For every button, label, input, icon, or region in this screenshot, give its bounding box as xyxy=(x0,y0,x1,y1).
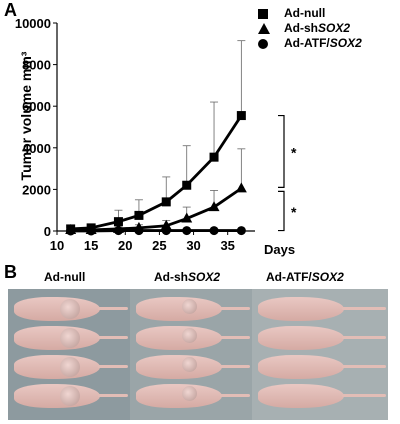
square-marker-icon xyxy=(258,8,268,19)
mouse-tail xyxy=(220,307,250,310)
tumor-mass xyxy=(60,386,80,406)
mouse-figure xyxy=(136,326,222,350)
data-point-circle xyxy=(66,226,76,236)
mouse-figure xyxy=(14,384,100,408)
data-point-square xyxy=(182,180,192,190)
significance-asterisk: * xyxy=(291,144,297,160)
mouse-tail xyxy=(98,394,128,397)
photo-label-ad-shsox2: Ad-shSOX2 xyxy=(154,270,220,284)
mouse-tail xyxy=(220,394,250,397)
legend-label-italic: SOX2 xyxy=(329,36,362,50)
tumor-mass xyxy=(60,357,80,377)
mouse-tail xyxy=(342,336,386,339)
mouse-tail xyxy=(220,336,250,339)
legend-label: Ad-null xyxy=(284,6,326,20)
mouse-figure xyxy=(258,326,344,350)
panel-b-label: B xyxy=(4,262,17,282)
data-point-square xyxy=(134,210,144,220)
data-point-circle xyxy=(209,226,219,236)
y-tick-label: 6000 xyxy=(22,99,51,114)
data-point-triangle xyxy=(181,212,193,223)
x-tick-label: 20 xyxy=(118,238,132,253)
photo-label-text: Ad-null xyxy=(44,270,86,284)
x-tick-label: 35 xyxy=(220,238,234,253)
mouse-tail xyxy=(342,307,386,310)
data-point-square xyxy=(161,197,171,207)
legend-label: Ad-ATF/ xyxy=(284,36,330,50)
tumor-mass xyxy=(182,299,197,314)
panel-a-label: A xyxy=(4,0,17,20)
significance-bracket xyxy=(278,114,285,188)
x-tick-label: 25 xyxy=(152,238,166,253)
significance-asterisk: * xyxy=(291,204,297,220)
y-axis-label: Tumor volume mm³ xyxy=(18,51,34,181)
data-point-circle xyxy=(134,226,144,236)
mouse-tail xyxy=(98,336,128,339)
data-point-square xyxy=(113,217,123,227)
data-point-square xyxy=(236,111,246,121)
photo-label-ad-null: Ad-null xyxy=(44,270,85,284)
tumor-mass xyxy=(182,386,197,401)
x-tick-label: 30 xyxy=(186,238,200,253)
y-tick-label: 4000 xyxy=(22,141,51,156)
y-tick-label: 10000 xyxy=(15,16,51,31)
legend-entry-ad-atf-sox2: Ad-ATF/SOX2 xyxy=(258,36,362,51)
mouse-figure xyxy=(258,384,344,408)
y-tick-label: 8000 xyxy=(22,58,51,73)
x-tick-label: 10 xyxy=(50,238,64,253)
legend-entry-ad-shsox2: Ad-sh SOX2 xyxy=(258,21,362,36)
data-point-circle xyxy=(161,226,171,236)
photo-label-ad-atf-sox2: Ad-ATF/SOX2 xyxy=(266,270,344,284)
tumor-volume-chart: 0 2000 4000 6000 8000 10000 10 15 20 25 30 35 * * xyxy=(15,16,297,253)
mouse-figure xyxy=(136,297,222,321)
y-tick-label: 0 xyxy=(44,224,51,239)
mouse-figure xyxy=(258,297,344,321)
x-axis-label: Days xyxy=(264,242,296,257)
mouse-tail xyxy=(342,394,386,397)
data-point-triangle xyxy=(235,182,247,193)
mice-photograph xyxy=(8,289,388,420)
mouse-tail xyxy=(342,365,386,368)
data-point-circle xyxy=(182,226,192,236)
tumor-mass xyxy=(60,299,80,319)
mouse-tail xyxy=(220,365,250,368)
tumor-mass xyxy=(182,357,197,372)
tumor-mass xyxy=(182,328,197,343)
legend-entry-ad-null: Ad-null xyxy=(258,6,362,21)
chart-legend: Ad-null Ad-sh SOX2 Ad-ATF/SOX2 xyxy=(258,6,362,51)
mouse-figure xyxy=(14,297,100,321)
x-tick-label: 15 xyxy=(84,238,98,253)
mouse-figure xyxy=(14,355,100,379)
legend-label: Ad-sh xyxy=(284,21,318,35)
triangle-marker-icon xyxy=(258,23,270,34)
mouse-figure xyxy=(258,355,344,379)
mouse-figure xyxy=(136,384,222,408)
photo-label-italic: SOX2 xyxy=(311,270,344,284)
data-point-circle xyxy=(86,226,96,236)
photo-label-text: Ad-ATF/ xyxy=(266,270,312,284)
tumor-mass xyxy=(60,328,80,348)
circle-marker-icon xyxy=(258,38,268,49)
mouse-figure xyxy=(14,326,100,350)
photo-label-italic: SOX2 xyxy=(188,270,221,284)
data-point-square xyxy=(209,152,219,162)
data-point-circle xyxy=(113,226,123,236)
significance-bracket xyxy=(278,190,285,232)
data-point-circle xyxy=(236,226,246,236)
y-tick-label: 2000 xyxy=(22,182,51,197)
photo-label-text: Ad-sh xyxy=(154,270,188,284)
series-line xyxy=(70,114,243,231)
data-point-triangle xyxy=(208,201,220,212)
mouse-tail xyxy=(98,365,128,368)
mouse-figure xyxy=(136,355,222,379)
legend-label-italic: SOX2 xyxy=(318,21,351,35)
mouse-tail xyxy=(98,307,128,310)
